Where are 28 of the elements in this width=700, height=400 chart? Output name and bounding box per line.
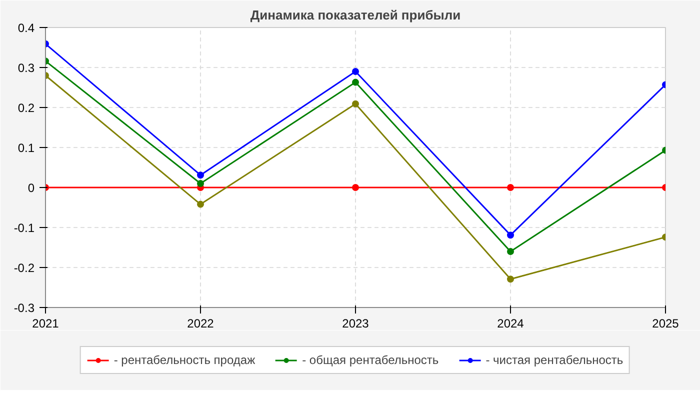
point [352, 78, 359, 86]
x-tick-label: 2022 [187, 316, 214, 330]
y-tick-label: -0.2 [14, 261, 35, 275]
legend-label: - рентабельность продаж [114, 353, 256, 367]
legend-label: - чистая рентабельность [486, 353, 624, 367]
y-tick-label: 0.4 [18, 21, 35, 35]
point [352, 184, 359, 191]
y-tick-label: -0.3 [14, 301, 35, 315]
x-tick-label: 2025 [652, 316, 680, 330]
chart-title: Динамика показателей прибыли [250, 8, 461, 22]
point [507, 232, 514, 239]
point [197, 200, 204, 208]
y-tick-label: -0.1 [14, 221, 35, 235]
point [352, 100, 359, 108]
x-tick-label: 2024 [497, 316, 524, 330]
x-tick-label: 2023 [342, 316, 370, 330]
legend-label: - общая рентабельность [302, 353, 439, 367]
y-tick-label: 0 [28, 181, 35, 195]
point [507, 276, 514, 283]
point [197, 172, 204, 179]
point [197, 180, 204, 187]
y-tick-label: 0.3 [18, 61, 35, 75]
point [507, 184, 514, 191]
y-tick-label: 0.2 [18, 101, 35, 115]
point [507, 248, 514, 255]
point [352, 68, 359, 75]
y-tick-label: 0.1 [18, 141, 35, 155]
x-tick-label: 2021 [32, 316, 60, 330]
